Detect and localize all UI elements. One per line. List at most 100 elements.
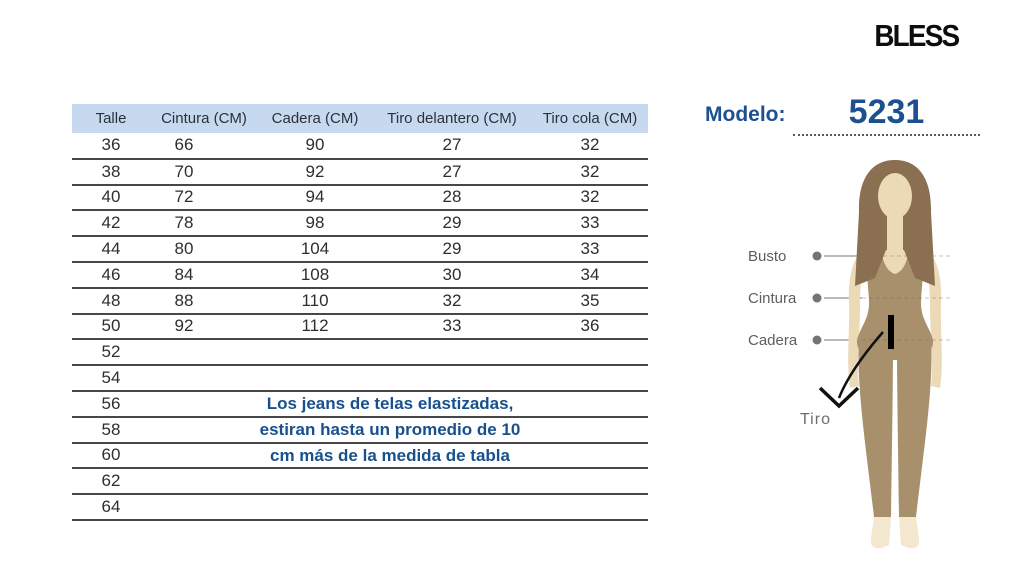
measure-cell: 30 bbox=[372, 261, 532, 289]
table-row: 50 92 112 33 36 bbox=[72, 313, 648, 341]
table-row: 40 72 94 28 32 bbox=[72, 184, 648, 212]
measure-cell bbox=[372, 365, 532, 392]
measure-cell: 104 bbox=[258, 236, 372, 263]
stretch-note-line: cm más de la medida de tabla bbox=[270, 445, 510, 465]
size-cell: 52 bbox=[72, 339, 150, 367]
measure-cell bbox=[372, 442, 532, 470]
measure-cell: 33 bbox=[532, 236, 648, 263]
measure-cell bbox=[258, 494, 372, 521]
table-row: 44 80 104 29 33 bbox=[72, 236, 648, 263]
measure-cell bbox=[150, 442, 258, 470]
size-cell: 50 bbox=[72, 313, 150, 341]
column-header: Cintura (CM) bbox=[150, 104, 258, 133]
measure-cell: 108 bbox=[258, 261, 372, 289]
model-label: Modelo: bbox=[705, 103, 786, 126]
table-row: 38 70 92 27 32 bbox=[72, 158, 648, 186]
size-cell: 38 bbox=[72, 158, 150, 186]
measure-cell bbox=[372, 416, 532, 444]
measure-cell: 84 bbox=[150, 261, 258, 289]
measure-cell: 70 bbox=[150, 158, 258, 186]
size-cell: 44 bbox=[72, 236, 150, 263]
rise-marker-bar bbox=[888, 315, 894, 349]
measure-cell: 98 bbox=[258, 210, 372, 238]
measure-cell: 78 bbox=[150, 210, 258, 238]
measure-cell bbox=[372, 468, 532, 496]
table-row: 60 bbox=[72, 442, 648, 470]
column-header: Tiro cola (CM) bbox=[532, 104, 648, 133]
table-row: 58 bbox=[72, 416, 648, 444]
measure-cell: 27 bbox=[372, 158, 532, 186]
size-table-header-row: Talle Cintura (CM) Cadera (CM) Tiro delante… bbox=[72, 104, 648, 133]
measure-cell: 92 bbox=[150, 313, 258, 341]
measure-cell: 90 bbox=[258, 133, 372, 160]
measure-cell bbox=[258, 390, 372, 418]
woman-silhouette bbox=[848, 160, 952, 549]
measure-cell: 33 bbox=[372, 313, 532, 341]
measure-cell bbox=[150, 416, 258, 444]
measure-cell bbox=[258, 416, 372, 444]
measure-cell bbox=[532, 365, 648, 392]
measure-cell: 66 bbox=[150, 133, 258, 160]
size-cell: 54 bbox=[72, 365, 150, 392]
measure-cell bbox=[532, 494, 648, 521]
table-row: 46 84 108 30 34 bbox=[72, 261, 648, 289]
measure-cell bbox=[372, 494, 532, 521]
size-cell: 40 bbox=[72, 184, 150, 212]
measure-cell: 32 bbox=[532, 184, 648, 212]
measure-cell bbox=[258, 468, 372, 496]
table-row: 56 bbox=[72, 390, 648, 418]
measure-cell: 35 bbox=[532, 287, 648, 315]
size-cell: 36 bbox=[72, 133, 150, 160]
size-table: Talle Cintura (CM) Cadera (CM) Tiro delante… bbox=[72, 104, 648, 521]
measure-cell bbox=[372, 390, 532, 418]
table-row: 48 88 110 32 35 bbox=[72, 287, 648, 315]
model-dotted-underline bbox=[793, 134, 980, 136]
size-cell: 58 bbox=[72, 416, 150, 444]
measure-cell bbox=[150, 468, 258, 496]
column-header: Tiro delantero (CM) bbox=[372, 104, 532, 133]
measure-cell bbox=[258, 339, 372, 367]
measure-cell: 34 bbox=[532, 261, 648, 289]
size-table-body: 36 66 90 27 32 38 70 92 27 32 40 72 94 28 32 42 78 98 29 33… bbox=[72, 133, 648, 521]
measure-cell bbox=[150, 365, 258, 392]
measure-cell bbox=[372, 339, 532, 367]
size-cell: 46 bbox=[72, 261, 150, 289]
measure-cell: 28 bbox=[372, 184, 532, 212]
measure-cell: 36 bbox=[532, 313, 648, 341]
brand-logo: BLESS bbox=[873, 18, 960, 53]
measure-cell bbox=[258, 365, 372, 392]
table-row: 64 bbox=[72, 494, 648, 521]
measure-cell: 29 bbox=[372, 210, 532, 238]
hip-label: Cadera bbox=[748, 332, 798, 349]
measure-cell: 94 bbox=[258, 184, 372, 212]
measure-cell bbox=[532, 468, 648, 496]
measure-cell: 72 bbox=[150, 184, 258, 212]
measure-cell bbox=[258, 442, 372, 470]
measure-cell: 27 bbox=[372, 133, 532, 160]
measure-cell: 112 bbox=[258, 313, 372, 341]
measure-cell bbox=[150, 390, 258, 418]
stretch-note-line: estiran hasta un promedio de 10 bbox=[259, 419, 521, 439]
size-cell: 42 bbox=[72, 210, 150, 238]
size-cell: 64 bbox=[72, 494, 150, 521]
measure-cell: 32 bbox=[532, 158, 648, 186]
model-number: 5231 bbox=[848, 93, 925, 131]
column-header: Cadera (CM) bbox=[258, 104, 372, 133]
size-cell: 56 bbox=[72, 390, 150, 418]
stretch-note: Los jeans de telas elastizadas, estiran … bbox=[150, 391, 630, 468]
size-cell: 60 bbox=[72, 442, 150, 470]
rise-label: Tiro bbox=[800, 411, 831, 428]
measure-cell: 33 bbox=[532, 210, 648, 238]
table-row: 54 bbox=[72, 365, 648, 392]
bust-guide bbox=[812, 251, 862, 261]
measure-cell bbox=[150, 339, 258, 367]
measure-cell: 32 bbox=[372, 287, 532, 315]
bust-label: Busto bbox=[748, 248, 786, 265]
size-cell: 48 bbox=[72, 287, 150, 315]
rise-arrow bbox=[818, 331, 884, 409]
table-row: 36 66 90 27 32 bbox=[72, 133, 648, 160]
column-header: Talle bbox=[72, 104, 150, 133]
measure-cell: 80 bbox=[150, 236, 258, 263]
measure-cell bbox=[532, 416, 648, 444]
